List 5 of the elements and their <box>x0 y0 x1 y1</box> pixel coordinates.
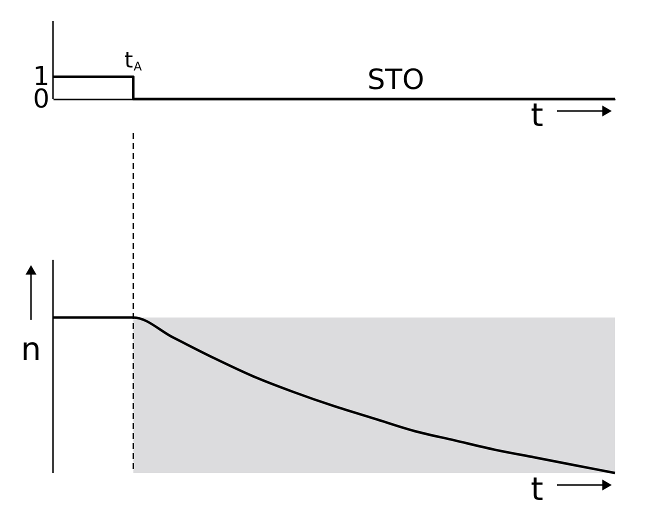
annotation: tA <box>124 48 143 74</box>
y-axis-title: n <box>20 330 42 368</box>
annotation: STO <box>367 63 424 96</box>
x-axis-title: t <box>530 96 544 134</box>
x-axis-title: t <box>530 470 544 508</box>
